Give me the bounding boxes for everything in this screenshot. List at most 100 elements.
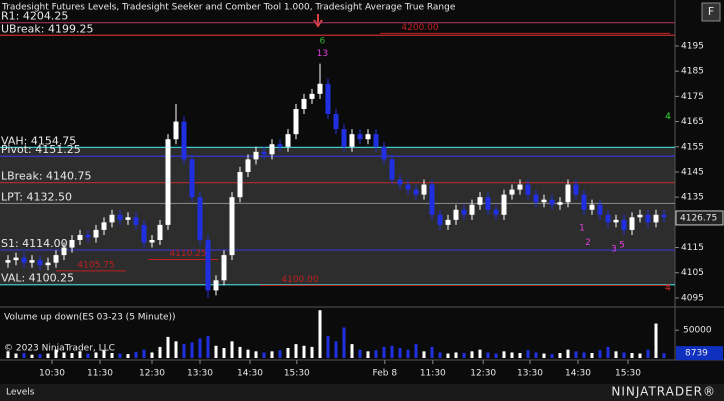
- candle-body: [117, 214, 123, 220]
- volume-bar: [398, 348, 402, 358]
- candle-body: [549, 199, 555, 205]
- candle-body: [381, 146, 387, 160]
- candle-body: [405, 184, 411, 190]
- candle-body: [93, 229, 99, 238]
- volume-bar: [294, 344, 298, 358]
- candle-body: [37, 260, 43, 266]
- volume-bar: [494, 353, 498, 358]
- volume-bar: [326, 335, 330, 358]
- candle-body: [53, 255, 59, 263]
- volume-bar: [286, 348, 290, 358]
- x-tick-label: 10:30: [39, 369, 65, 379]
- candle-body: [237, 171, 243, 198]
- annotation: 2: [585, 238, 591, 248]
- annotation: 3: [611, 245, 617, 255]
- volume-bar: [134, 351, 138, 358]
- candle-body: [181, 121, 187, 160]
- x-tick-label: 13:30: [187, 369, 213, 379]
- annotation: 6: [320, 36, 326, 46]
- volume-bar: [190, 342, 194, 358]
- candle-body: [245, 159, 251, 172]
- corner-button-label[interactable]: F: [708, 5, 714, 18]
- candle-body: [429, 184, 435, 215]
- y-tick-label: 4195: [681, 41, 704, 51]
- candle-body: [373, 134, 379, 147]
- candle-body: [533, 194, 539, 203]
- volume-bar: [38, 354, 42, 358]
- volume-bar: [662, 353, 666, 358]
- candle-body: [253, 151, 259, 160]
- candle-body: [517, 184, 523, 190]
- volume-bar: [510, 352, 514, 358]
- x-tick-label: 11:30: [420, 369, 446, 379]
- candle-body: [437, 214, 443, 225]
- x-tick-label: 14:30: [565, 369, 591, 379]
- volume-bar: [414, 344, 418, 358]
- last-price-box: [675, 210, 724, 226]
- candle-body: [333, 114, 339, 130]
- candle-body: [565, 184, 571, 203]
- volume-bar: [614, 351, 618, 358]
- candle-body: [629, 217, 635, 230]
- candle-body: [285, 134, 291, 147]
- volume-bar: [198, 338, 202, 358]
- volume-bar: [430, 346, 434, 358]
- volume-bar: [502, 351, 506, 358]
- volume-bar: [342, 327, 346, 358]
- y-tick-label: 4175: [681, 92, 704, 102]
- tab[interactable]: Levels: [6, 388, 35, 398]
- level-label: VAH: 4154.75: [1, 134, 76, 147]
- candle-body: [29, 260, 35, 263]
- volume-bar: [566, 349, 570, 358]
- y-tick-label: 4095: [681, 293, 704, 303]
- volume-bar: [350, 344, 354, 358]
- candle-body: [661, 214, 667, 218]
- volume-bar: [70, 353, 74, 358]
- volume-bar: [630, 353, 634, 358]
- candle-body: [653, 214, 659, 223]
- volume-bar: [598, 350, 602, 358]
- candle-body: [637, 214, 643, 218]
- y-tick-label: 4155: [681, 142, 704, 152]
- volume-bar: [150, 352, 154, 358]
- volume-bar: [478, 349, 482, 358]
- candle-body: [421, 184, 427, 195]
- volume-bar: [334, 341, 338, 358]
- candle-body: [77, 234, 83, 240]
- volume-bar: [22, 353, 26, 358]
- candle-body: [541, 199, 547, 203]
- volume-bar: [102, 350, 106, 358]
- candle-body: [205, 239, 211, 291]
- volume-bar: [126, 354, 130, 358]
- volume-bar: [270, 351, 274, 358]
- volume-bar: [254, 351, 258, 358]
- candle-body: [493, 209, 499, 215]
- volume-bar: [358, 349, 362, 358]
- candle-body: [85, 234, 91, 238]
- volume-bar: [6, 351, 10, 358]
- level-label: VAL: 4100.25: [1, 272, 74, 285]
- volume-bar: [166, 336, 170, 358]
- candle-body: [61, 247, 67, 256]
- candle-body: [133, 217, 139, 225]
- tab-bar: [0, 384, 724, 401]
- volume-bar: [446, 353, 450, 358]
- volume-bar: [214, 345, 218, 358]
- corner-button[interactable]: [701, 2, 721, 22]
- logo: NINJATRADER®: [611, 385, 716, 399]
- volume-bar: [574, 351, 578, 358]
- marker-label: 4110.25: [169, 249, 206, 259]
- candle-body: [349, 134, 355, 147]
- volume-bar: [94, 352, 98, 358]
- candle-body: [597, 204, 603, 215]
- volume-title: Volume up down(ES 03-23 (5 Minute)): [4, 313, 176, 323]
- level-label: S1: 4114.00: [1, 237, 68, 250]
- marker-label: 4105.75: [77, 260, 114, 270]
- volume-bar: [526, 350, 530, 358]
- volume-bar: [582, 352, 586, 358]
- candle-body: [613, 219, 619, 223]
- volume-last-label: 8739: [685, 349, 708, 359]
- candle-body: [621, 219, 627, 230]
- volume-tick-label: 50000: [683, 326, 712, 336]
- chart-title: Tradesight Futures Levels, Tradesight Se…: [1, 3, 456, 13]
